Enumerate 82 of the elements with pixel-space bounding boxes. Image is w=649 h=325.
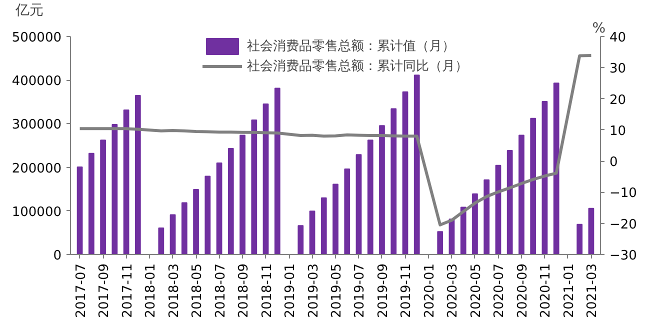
y2-tick-label: 20 — [610, 92, 626, 108]
y-tick-label: 0 — [53, 248, 62, 264]
x-tick-label: 2019-03 — [306, 263, 322, 318]
bar — [262, 103, 269, 254]
y-tick-label: 400000 — [12, 74, 62, 90]
x-tick-label: 2018-05 — [190, 263, 206, 318]
x-tick-label: 2019-01 — [283, 263, 298, 318]
bar — [274, 88, 280, 254]
bar — [309, 210, 316, 254]
bar — [240, 134, 246, 254]
bar — [379, 125, 385, 254]
x-tick-label: 2017-11 — [120, 263, 136, 318]
bar — [542, 101, 548, 254]
bar — [228, 148, 234, 254]
bar — [193, 188, 199, 254]
bar — [158, 227, 164, 254]
bar — [344, 168, 350, 254]
y-tick-label: 200000 — [12, 161, 62, 176]
x-tick-label: 2018-09 — [236, 263, 252, 318]
x-tick-label: 2020-07 — [492, 263, 508, 318]
x-tick-label: 2017-07 — [74, 263, 89, 318]
x-tick-label: 2021-03 — [585, 263, 600, 318]
y-tick-label: 500000 — [12, 30, 62, 46]
x-tick-label: 2019-07 — [352, 263, 368, 318]
bar — [495, 164, 502, 254]
y2-tick-label: −20 — [610, 217, 637, 232]
bar — [88, 152, 94, 254]
bar — [553, 82, 560, 254]
bar — [320, 197, 327, 254]
legend-label: 社会消费品零售总额：累计同比（月） — [247, 58, 468, 75]
y2-tick-label: 30 — [610, 62, 626, 77]
x-tick-label: 2018-11 — [260, 263, 275, 318]
bar — [134, 95, 141, 254]
bar — [123, 110, 130, 254]
bar — [460, 206, 466, 254]
y2-tick-label: −10 — [610, 186, 637, 202]
legend-label: 社会消费品零售总额：累计值（月） — [247, 38, 455, 55]
bar — [588, 208, 594, 254]
y2-axis-title: % — [592, 20, 606, 36]
bar — [332, 184, 338, 254]
y2-tick-label: −30 — [610, 248, 637, 264]
bar — [100, 140, 106, 254]
y-tick-label: 300000 — [12, 118, 62, 133]
y2-tick-label: 40 — [610, 30, 626, 46]
line-series — [78, 54, 593, 226]
x-tick-label: 2021-01 — [562, 263, 577, 318]
x-tick-label: 2020-03 — [446, 263, 461, 318]
x-tick-label: 2017-09 — [97, 263, 112, 318]
bar — [484, 179, 490, 254]
bar — [76, 166, 83, 254]
x-tick-label: 2018-03 — [166, 263, 182, 318]
bar — [181, 202, 188, 254]
x-tick-label: 2020-11 — [538, 263, 554, 318]
bar — [402, 91, 408, 254]
y-axis-title: 亿元 — [14, 2, 44, 18]
y2-tick-label: 0 — [610, 155, 618, 170]
bar — [576, 224, 583, 254]
x-tick-label: 2018-01 — [144, 263, 159, 318]
bar — [506, 150, 513, 254]
x-tick-label: 2019-05 — [330, 263, 344, 318]
bar — [170, 214, 176, 254]
x-tick-label: 2019-09 — [376, 263, 391, 318]
x-tick-label: 2020-01 — [422, 263, 438, 318]
bar — [112, 124, 118, 254]
bar — [204, 176, 211, 254]
x-tick-label: 2020-05 — [468, 263, 484, 318]
x-tick-label: 2020-09 — [515, 263, 530, 318]
bar — [298, 225, 304, 254]
bar — [437, 231, 444, 254]
bar — [356, 154, 362, 254]
bar — [367, 140, 374, 254]
bar — [251, 119, 258, 254]
bar — [472, 193, 478, 254]
x-tick-label: 2019-11 — [399, 263, 414, 318]
bar — [216, 162, 222, 254]
bar — [530, 118, 536, 254]
y-tick-label: 100000 — [12, 204, 62, 220]
bar — [390, 108, 397, 254]
x-tick-label: 2018-07 — [213, 263, 228, 318]
bar — [518, 134, 524, 254]
bar — [414, 74, 420, 254]
y2-tick-label: 10 — [610, 124, 626, 139]
